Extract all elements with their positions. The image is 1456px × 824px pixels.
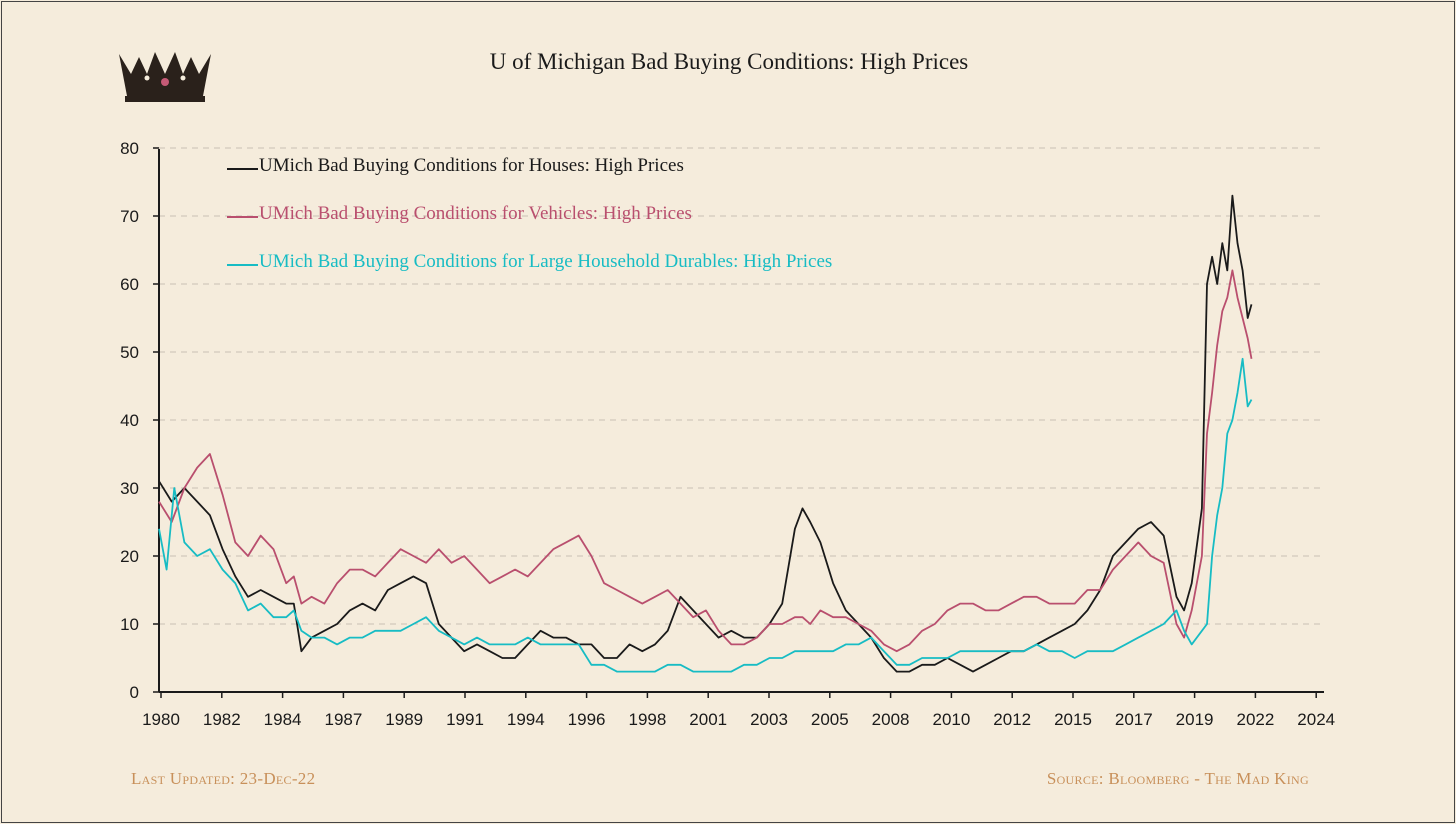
legend-item-vehicles: UMich Bad Buying Conditions for Vehicles… [227,203,692,224]
chart-title: U of Michigan Bad Buying Conditions: Hig… [490,49,969,74]
y-tick-label: 30 [120,479,139,498]
series-lines [158,194,1253,673]
y-tick-labels: 0 10 20 30 40 50 60 70 80 [120,139,159,702]
x-tick-label: 2001 [689,710,727,729]
series-line-houses [158,194,1253,673]
x-tick-label: 1984 [264,710,302,729]
x-tick-label: 2015 [1054,710,1092,729]
legend: UMich Bad Buying Conditions for Houses: … [227,155,832,272]
x-tick-label: 1980 [142,710,180,729]
legend-item-houses: UMich Bad Buying Conditions for Houses: … [227,155,684,176]
x-tick-label: 2022 [1236,710,1274,729]
gridlines [159,147,1324,625]
y-tick-label: 60 [120,275,139,294]
last-updated-label: Last Updated: 23-Dec-22 [131,769,316,788]
y-tick-label: 40 [120,411,139,430]
x-tick-label: 1991 [446,710,484,729]
x-tick-label: 1994 [507,710,545,729]
x-tick-label: 2019 [1176,710,1214,729]
y-tick-label: 50 [120,343,139,362]
x-tick-label: 2024 [1297,710,1335,729]
x-tick-label: 1982 [203,710,241,729]
source-label: Source: Bloomberg - The Mad King [1046,769,1309,788]
y-tick-label: 20 [120,547,139,566]
series-line-vehicles [158,269,1253,653]
x-tick-label: 1996 [568,710,606,729]
x-tick-label: 1998 [628,710,666,729]
x-tick-label: 2012 [993,710,1031,729]
x-tick-label: 1989 [385,710,423,729]
legend-label-vehicles: UMich Bad Buying Conditions for Vehicles… [259,203,692,224]
x-tick-label: 2017 [1115,710,1153,729]
legend-item-durables: UMich Bad Buying Conditions for Large Ho… [227,251,832,272]
y-tick-label: 0 [130,683,139,702]
x-tick-label: 2005 [811,710,849,729]
x-tick-label: 2003 [750,710,788,729]
legend-label-houses: UMich Bad Buying Conditions for Houses: … [259,155,684,176]
x-tick-label: 2008 [872,710,910,729]
x-tick-labels: 1980 1982 1984 1987 1989 1991 1994 1996 1998 2001… [142,692,1335,729]
series-line-durables [158,357,1253,673]
x-tick-label: 2010 [932,710,970,729]
x-tick-label: 1987 [324,710,362,729]
crown-icon [119,52,211,102]
y-tick-label: 80 [120,139,139,158]
y-tick-label: 10 [120,615,139,634]
legend-label-durables: UMich Bad Buying Conditions for Large Ho… [259,251,832,272]
y-tick-label: 70 [120,207,139,226]
